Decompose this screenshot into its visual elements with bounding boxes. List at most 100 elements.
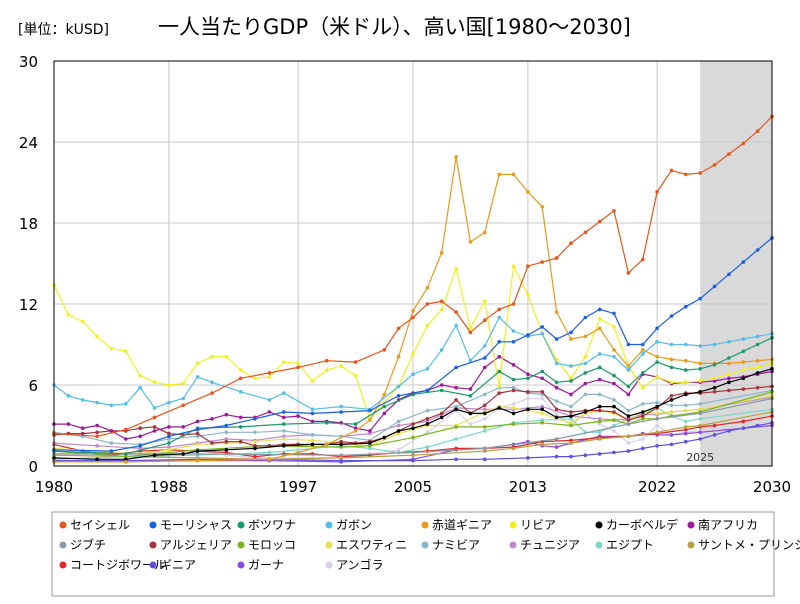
legend-marker xyxy=(688,542,695,549)
data-point xyxy=(526,333,530,337)
x-tick-label: 2013 xyxy=(509,478,547,496)
data-point xyxy=(368,441,372,445)
data-point xyxy=(512,302,516,306)
data-point xyxy=(469,412,473,416)
data-point xyxy=(368,409,372,413)
data-point xyxy=(225,413,229,417)
data-point xyxy=(627,441,631,445)
data-point xyxy=(469,394,473,398)
data-point xyxy=(713,343,717,347)
data-point xyxy=(526,372,530,376)
data-point xyxy=(95,444,99,448)
data-point xyxy=(612,374,616,378)
data-point xyxy=(742,142,746,146)
data-point xyxy=(684,420,688,424)
data-point xyxy=(713,386,717,390)
data-point xyxy=(110,404,114,408)
legend-label: リビア xyxy=(520,518,556,532)
data-point xyxy=(612,451,616,455)
data-point xyxy=(756,386,760,390)
data-point xyxy=(569,424,573,428)
data-point xyxy=(540,421,544,425)
data-point xyxy=(612,405,616,409)
data-point xyxy=(512,406,516,410)
x-tick-label: 1997 xyxy=(279,478,317,496)
data-point xyxy=(282,429,286,433)
data-point xyxy=(296,414,300,418)
data-point xyxy=(742,360,746,364)
data-point xyxy=(181,397,185,401)
legend-marker xyxy=(326,522,333,529)
data-point xyxy=(483,356,487,360)
data-point xyxy=(540,260,544,264)
legend-marker xyxy=(238,542,245,549)
data-point xyxy=(569,379,573,383)
data-point xyxy=(268,375,272,379)
data-point xyxy=(397,394,401,398)
data-point xyxy=(440,383,444,387)
data-point xyxy=(512,389,516,393)
data-point xyxy=(641,348,645,352)
data-point xyxy=(526,390,530,394)
data-point xyxy=(655,190,659,194)
data-point xyxy=(225,448,229,452)
data-point xyxy=(67,313,71,317)
data-point xyxy=(727,429,731,433)
data-point xyxy=(483,300,487,304)
data-point xyxy=(698,431,702,435)
legend-item: チュニジア xyxy=(510,538,581,552)
data-point xyxy=(526,408,530,412)
data-point xyxy=(627,393,631,397)
legend-label: ボツワナ xyxy=(248,518,296,532)
data-point xyxy=(196,420,200,424)
data-point xyxy=(239,425,243,429)
data-point xyxy=(641,402,645,406)
data-point xyxy=(282,391,286,395)
x-tick-label: 2022 xyxy=(638,478,676,496)
data-point xyxy=(81,320,85,324)
legend-label: モロッコ xyxy=(248,538,296,552)
data-point xyxy=(655,340,659,344)
data-point xyxy=(526,264,530,268)
data-point xyxy=(282,437,286,441)
data-point xyxy=(742,350,746,354)
data-point xyxy=(426,409,430,413)
data-point xyxy=(440,300,444,304)
legend-label: ジブチ xyxy=(70,537,106,552)
data-point xyxy=(555,455,559,459)
data-point xyxy=(684,381,688,385)
data-point xyxy=(153,416,157,420)
data-point xyxy=(698,344,702,348)
data-point xyxy=(598,352,602,356)
data-point xyxy=(684,409,688,413)
data-point xyxy=(210,417,214,421)
data-point xyxy=(67,394,71,398)
data-point xyxy=(497,340,501,344)
data-point xyxy=(612,418,616,422)
data-point xyxy=(210,441,214,445)
data-point xyxy=(598,378,602,382)
y-tick-label: 6 xyxy=(28,377,38,395)
data-point xyxy=(95,431,99,435)
data-point xyxy=(569,364,573,368)
data-point xyxy=(512,264,516,268)
data-point xyxy=(584,371,588,375)
data-point xyxy=(95,335,99,339)
data-point xyxy=(555,362,559,366)
data-point xyxy=(497,385,501,389)
data-point xyxy=(727,381,731,385)
data-point xyxy=(311,439,315,443)
data-point xyxy=(196,432,200,436)
data-point xyxy=(339,443,343,447)
legend-label: セイシェル xyxy=(70,518,130,532)
data-point xyxy=(512,412,516,416)
data-point xyxy=(627,368,631,372)
data-point xyxy=(153,406,157,410)
data-point xyxy=(138,444,142,448)
data-point xyxy=(354,374,358,378)
legend-label: ガーナ xyxy=(248,558,284,572)
data-point xyxy=(268,451,272,455)
data-point xyxy=(698,390,702,394)
